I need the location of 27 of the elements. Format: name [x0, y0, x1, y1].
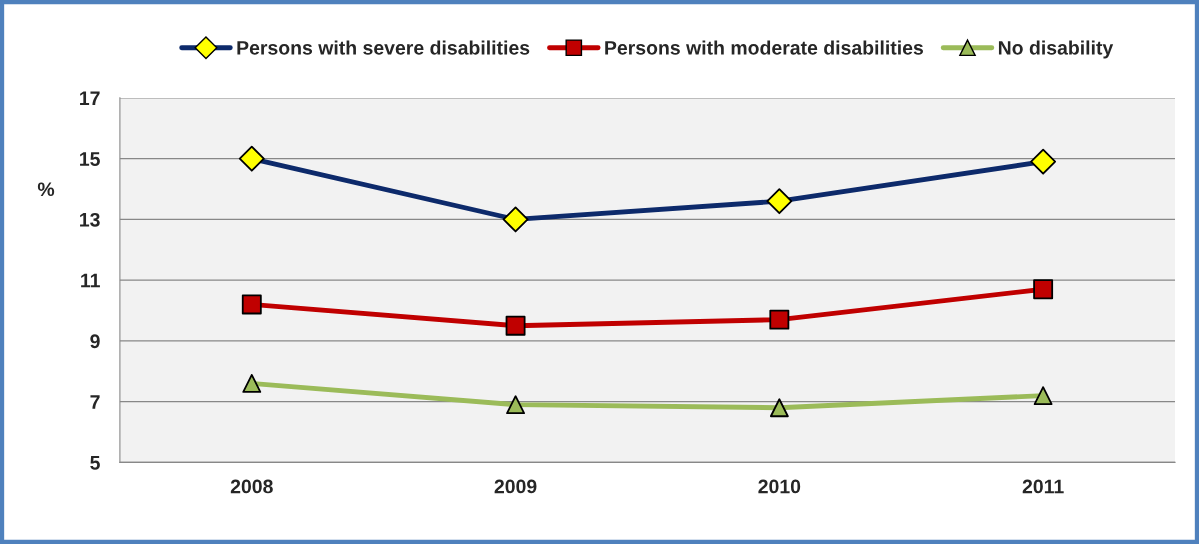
y-axis-title: % — [37, 182, 55, 197]
point — [241, 294, 262, 315]
x-tick-label: 2009 — [494, 479, 537, 494]
y-tick-label: 13 — [80, 212, 100, 227]
legend-label: No disability — [998, 40, 1114, 59]
point — [769, 398, 789, 418]
point — [242, 374, 262, 393]
legend-label: Persons with severe disabilities — [237, 40, 530, 55]
legend-label: Persons with moderate disabilities — [605, 40, 923, 55]
y-tick-label: 11 — [81, 273, 100, 288]
x-tick-label: 2011 — [1022, 479, 1064, 494]
point — [502, 206, 529, 233]
point — [1030, 148, 1057, 175]
point — [1033, 279, 1054, 300]
point — [506, 395, 525, 415]
point — [505, 315, 526, 336]
point — [769, 309, 790, 330]
y-tick-label: 15 — [80, 152, 100, 166]
y-tick-label: 7 — [90, 395, 100, 409]
y-tick-label: 5 — [90, 456, 100, 470]
x-tick-label: 2008 — [230, 479, 273, 494]
y-tick-label: 9 — [90, 334, 100, 349]
point — [238, 145, 265, 172]
x-tick-label: 2010 — [758, 479, 801, 494]
y-tick-label: 17 — [80, 91, 100, 105]
point — [766, 188, 793, 215]
point — [1033, 386, 1053, 405]
